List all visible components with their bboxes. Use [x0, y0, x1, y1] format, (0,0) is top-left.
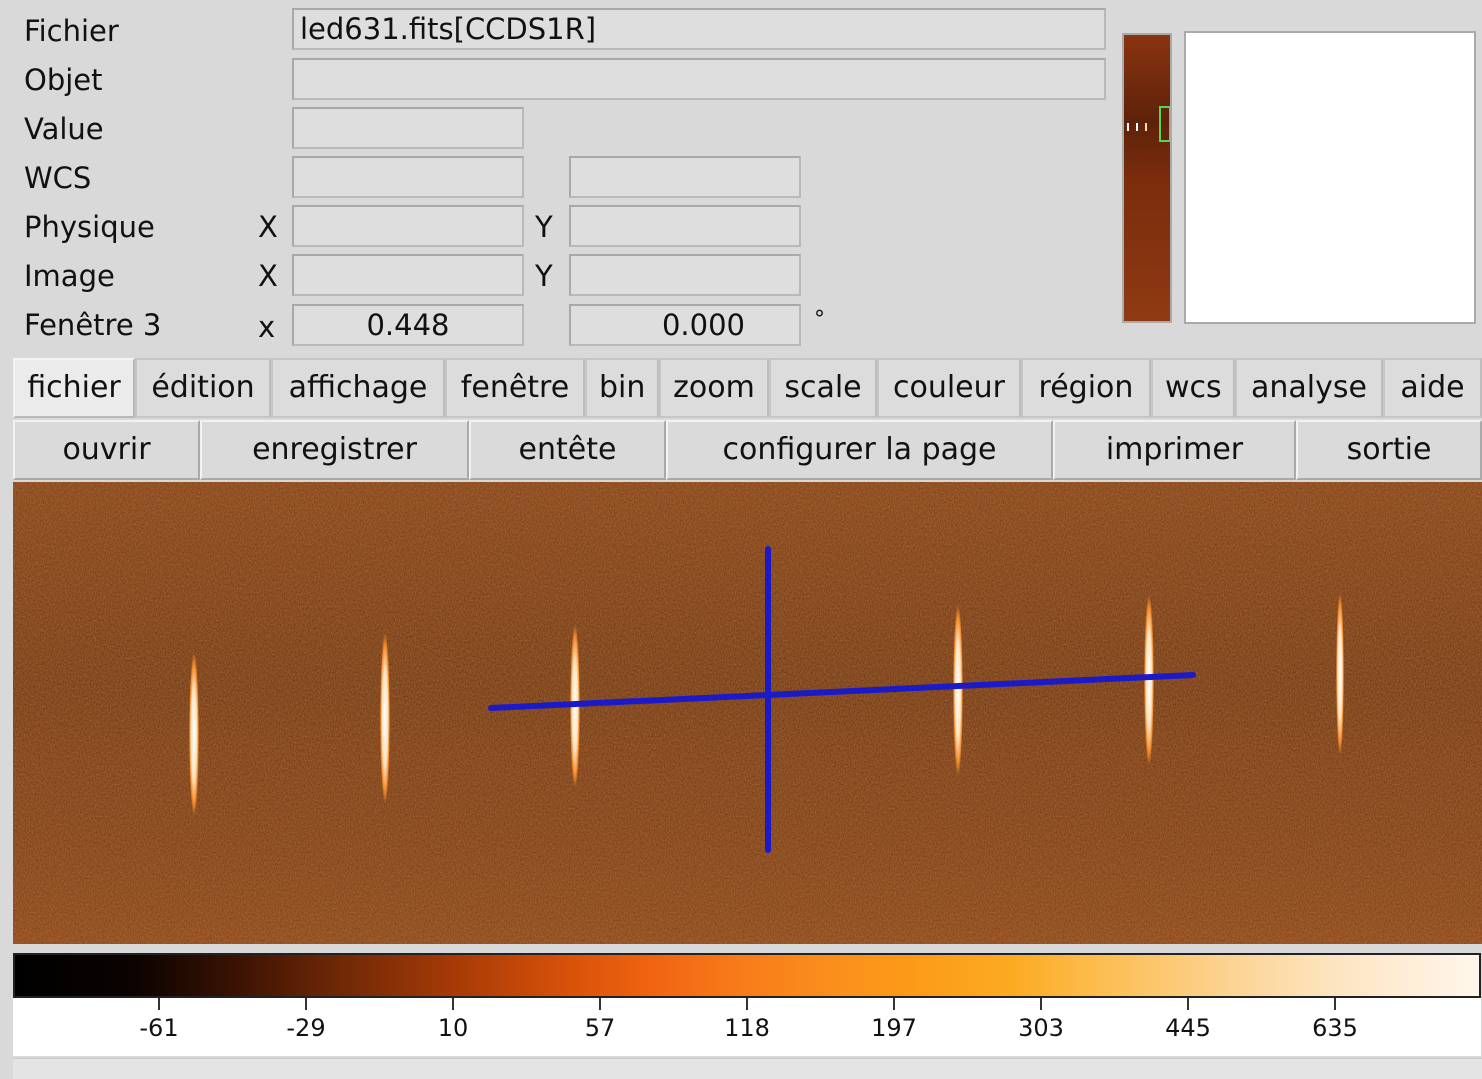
menu-region[interactable]: région: [1021, 358, 1151, 418]
colorbar-tick-label: 197: [871, 1014, 917, 1042]
colorbar-tick: [452, 998, 454, 1010]
frame-x-axis-label: x: [258, 310, 276, 344]
physical-y-axis-label: Y: [535, 210, 553, 244]
file-label: Fichier: [24, 14, 119, 48]
menu-help[interactable]: aide: [1383, 358, 1482, 418]
colorbar-tick-label: 57: [584, 1014, 616, 1042]
magnifier-panel: [1184, 31, 1476, 324]
menu-scale[interactable]: scale: [769, 358, 877, 418]
menu-wcs[interactable]: wcs: [1151, 358, 1235, 418]
colorbar-tick: [599, 998, 601, 1010]
status-strip: [13, 1058, 1482, 1079]
physical-y-field[interactable]: [569, 205, 801, 247]
colorbar-tick-label: 445: [1165, 1014, 1211, 1042]
colorbar-tick-label: 635: [1312, 1014, 1358, 1042]
buttonbar: ouvrir enregistrer entête configurer la …: [13, 420, 1482, 480]
object-label: Objet: [24, 63, 103, 97]
menu-view[interactable]: affichage: [271, 358, 445, 418]
physical-x-field[interactable]: [292, 205, 524, 247]
emission-line: [1336, 592, 1344, 756]
colorbar-axis: -61 -29 10 57 118 197 303 445 635: [13, 998, 1481, 1056]
value-label: Value: [24, 112, 104, 146]
colorbar-tick: [1040, 998, 1042, 1010]
menu-zoom[interactable]: zoom: [659, 358, 769, 418]
colorbar-tick: [1334, 998, 1336, 1010]
frame-label: Fenêtre 3: [24, 308, 162, 342]
page-setup-button[interactable]: configurer la page: [666, 420, 1053, 480]
emission-line: [953, 604, 963, 776]
panner-thumbnail[interactable]: [1122, 33, 1172, 323]
degree-symbol: °: [814, 307, 825, 332]
cut-line-horizontal[interactable]: [488, 672, 1196, 711]
colorbar-tick-label: -29: [286, 1014, 326, 1042]
header-button[interactable]: entête: [469, 420, 666, 480]
image-label: Image: [24, 259, 115, 293]
physical-x-axis-label: X: [258, 210, 278, 244]
menu-edit[interactable]: édition: [135, 358, 271, 418]
value-field[interactable]: [292, 107, 524, 149]
colorbar-tick-label: 118: [724, 1014, 770, 1042]
wcs-label: WCS: [24, 161, 92, 195]
colorbar-tick: [158, 998, 160, 1010]
image-display[interactable]: [13, 482, 1482, 944]
frame-angle-field[interactable]: 0.000: [569, 304, 801, 346]
emission-line: [380, 632, 390, 804]
menu-analysis[interactable]: analyse: [1235, 358, 1383, 418]
wcs-field-2[interactable]: [569, 156, 801, 198]
colorbar-tick-label: 303: [1018, 1014, 1064, 1042]
colorbar-tick: [1187, 998, 1189, 1010]
file-field[interactable]: led631.fits[CCDS1R]: [292, 8, 1106, 50]
image-x-field[interactable]: [292, 254, 524, 296]
menu-bin[interactable]: bin: [585, 358, 659, 418]
colorbar-tick: [305, 998, 307, 1010]
exit-button[interactable]: sortie: [1296, 420, 1482, 480]
open-button[interactable]: ouvrir: [13, 420, 200, 480]
panner-image: [1124, 35, 1170, 321]
colorbar-tick: [893, 998, 895, 1010]
colorbar-tick: [746, 998, 748, 1010]
wcs-field-1[interactable]: [292, 156, 524, 198]
physical-label: Physique: [24, 210, 155, 244]
colorbar-tick-label: 10: [437, 1014, 469, 1042]
print-button[interactable]: imprimer: [1053, 420, 1296, 480]
colorbar: [13, 953, 1481, 998]
object-field[interactable]: [292, 58, 1106, 100]
emission-line: [189, 652, 199, 816]
menu-file[interactable]: fichier: [13, 358, 135, 418]
menu-color[interactable]: couleur: [877, 358, 1021, 418]
image-x-axis-label: X: [258, 259, 278, 293]
fits-image: [13, 482, 1482, 944]
save-button[interactable]: enregistrer: [200, 420, 469, 480]
cut-cross[interactable]: [488, 546, 1196, 853]
menubar: fichier édition affichage fenêtre bin zo…: [13, 358, 1482, 418]
colorbar-tick-label: -61: [139, 1014, 179, 1042]
image-y-axis-label: Y: [535, 259, 553, 293]
menu-frame[interactable]: fenêtre: [445, 358, 585, 418]
frame-zoom-field[interactable]: 0.448: [292, 304, 524, 346]
image-y-field[interactable]: [569, 254, 801, 296]
